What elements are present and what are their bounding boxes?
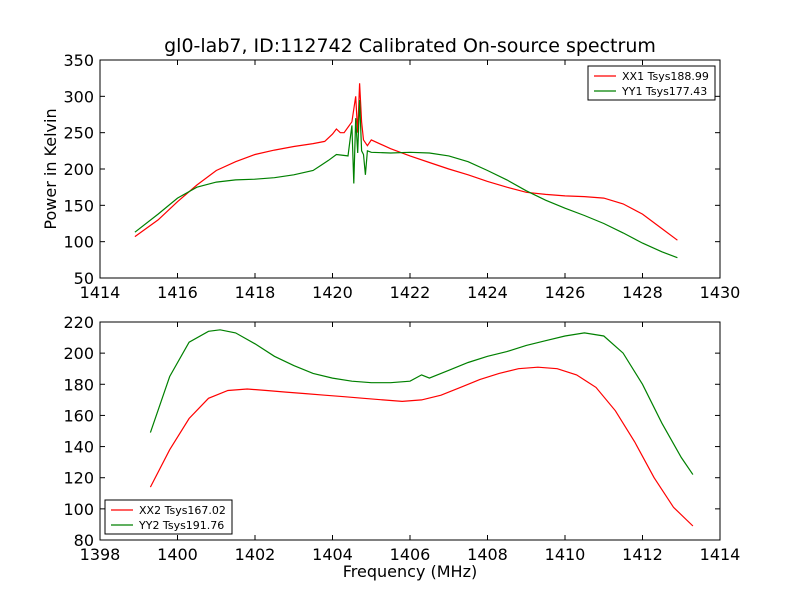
y-tick-label: 140 bbox=[63, 438, 94, 457]
x-tick-label: 1408 bbox=[467, 545, 508, 564]
legend-label: YY1 Tsys177.43 bbox=[621, 85, 707, 98]
y-tick-label: 80 bbox=[74, 531, 94, 550]
y-tick-label: 300 bbox=[63, 87, 94, 106]
legend-label: XX1 Tsys188.99 bbox=[622, 70, 709, 83]
legend-box bbox=[104, 499, 233, 535]
y-tick-label: 50 bbox=[74, 269, 94, 288]
x-tick-label: 1430 bbox=[700, 283, 741, 302]
legend: XX1 Tsys188.99 YY1 Tsys177.43 bbox=[587, 65, 716, 101]
y-tick-label: 120 bbox=[63, 469, 94, 488]
y-tick-label: 100 bbox=[63, 500, 94, 519]
x-tick-label: 1400 bbox=[157, 545, 198, 564]
legend-label: YY2 Tsys191.76 bbox=[138, 519, 224, 532]
legend-box bbox=[587, 65, 716, 101]
y-tick-label: 200 bbox=[63, 160, 94, 179]
legend-label: XX2 Tsys167.02 bbox=[139, 504, 226, 517]
series-line-xx2 bbox=[149, 366, 694, 527]
y-tick-label: 180 bbox=[63, 375, 94, 394]
x-tick-label: 1422 bbox=[390, 283, 431, 302]
legend: XX2 Tsys167.02 YY2 Tsys191.76 bbox=[104, 499, 233, 535]
x-tick-label: 1420 bbox=[312, 283, 353, 302]
x-tick-label: 1404 bbox=[312, 545, 353, 564]
y-tick-label: 220 bbox=[63, 313, 94, 332]
x-tick-label: 1414 bbox=[700, 545, 741, 564]
x-tick-label: 1406 bbox=[390, 545, 431, 564]
y-tick-label: 350 bbox=[63, 51, 94, 70]
x-tick-label: 1416 bbox=[157, 283, 198, 302]
x-tick-label: 1428 bbox=[622, 283, 663, 302]
y-tick-label: 150 bbox=[63, 196, 94, 215]
x-tick-label: 1426 bbox=[545, 283, 586, 302]
x-tick-label: 1414 bbox=[80, 283, 121, 302]
x-axis-label: Frequency (MHz) bbox=[343, 562, 477, 581]
series-line-yy2 bbox=[149, 329, 694, 475]
lower-spectrum-panel: 1398 1400 1402 1404 1406 1408 1410 1412 1414 80 10… bbox=[63, 313, 740, 581]
y-axis-label: Power in Kelvin bbox=[41, 108, 60, 229]
series-line-yy1 bbox=[134, 99, 678, 259]
chart-title: gl0-lab7, ID:112742 Calibrated On-source… bbox=[164, 35, 656, 57]
x-tick-label: 1402 bbox=[235, 545, 276, 564]
upper-spectrum-panel: 1414 1416 1418 1420 1422 1424 1426 1428 1430 50 10… bbox=[41, 51, 740, 302]
y-tick-label: 200 bbox=[63, 344, 94, 363]
x-tick-label: 1412 bbox=[622, 545, 663, 564]
y-tick-label: 250 bbox=[63, 124, 94, 143]
x-tick-label: 1410 bbox=[545, 545, 586, 564]
y-tick-label: 160 bbox=[63, 406, 94, 425]
series-line-xx1 bbox=[134, 83, 678, 241]
x-tick-label: 1398 bbox=[80, 545, 121, 564]
x-tick-label: 1418 bbox=[235, 283, 276, 302]
y-tick-label: 100 bbox=[63, 233, 94, 252]
x-tick-label: 1424 bbox=[467, 283, 508, 302]
